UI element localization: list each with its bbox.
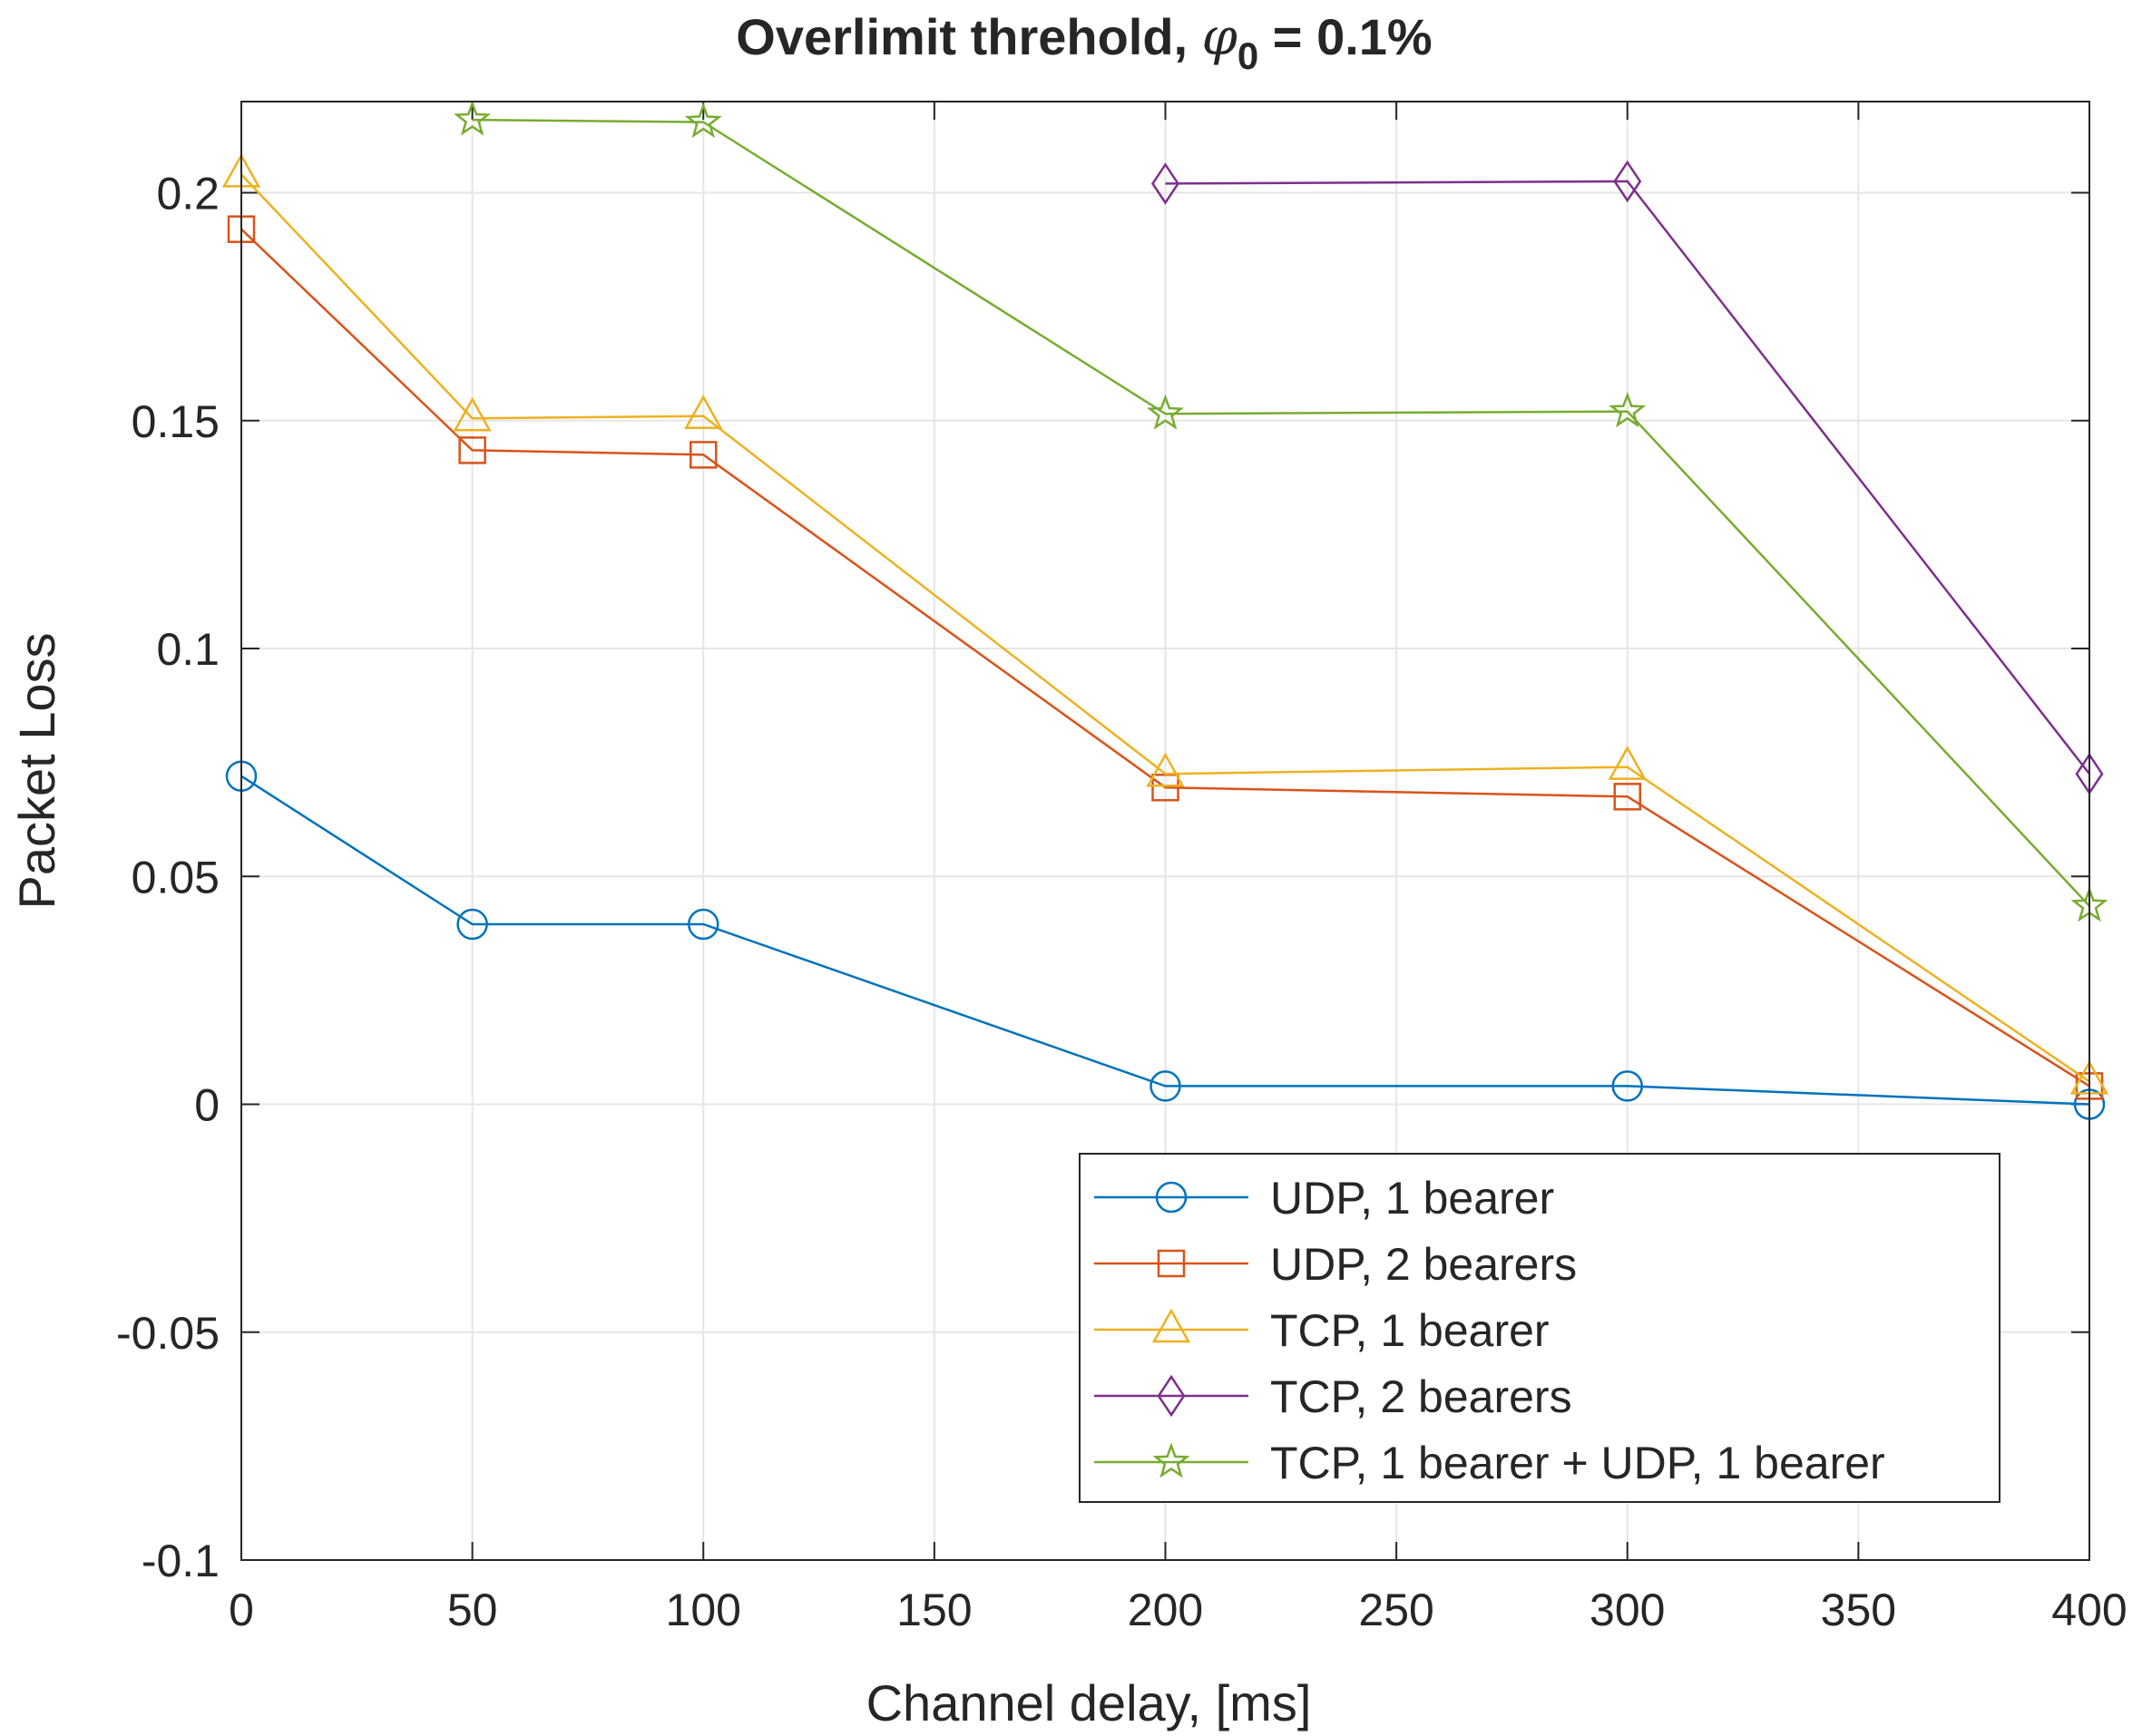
- legend-entry: TCP, 2 bearers: [1094, 1371, 1572, 1422]
- data-point-star: [454, 100, 492, 136]
- legend: UDP, 1 bearer UDP, 2 bearers TCP, 1 bearer…: [1079, 1153, 2000, 1503]
- legend-entry: UDP, 1 bearer: [1094, 1173, 1554, 1224]
- x-tick-label: 250: [1358, 1585, 1433, 1635]
- legend-box: [1079, 1153, 2000, 1503]
- data-point-triangle: [1608, 746, 1647, 780]
- series-line: [1165, 180, 2090, 775]
- data-point-circle: [456, 908, 488, 941]
- x-tick-label: 50: [447, 1585, 498, 1635]
- chart-title: Overlimit threhold, φ0 = 0.1%: [736, 8, 1432, 77]
- y-tick-label: 0.05: [132, 852, 220, 902]
- data-point-diamond: [1150, 162, 1180, 205]
- series-3: [221, 152, 2109, 1095]
- data-point-triangle: [1146, 752, 1185, 787]
- legend-entry: UDP, 2 bearers: [1094, 1239, 1577, 1290]
- series-line: [240, 228, 2090, 1087]
- x-tick-label: 0: [229, 1585, 254, 1635]
- legend-entry: TCP, 1 bearer + UDP, 1 bearer: [1094, 1438, 1885, 1488]
- y-axis-label: Packet Loss: [8, 632, 65, 909]
- legend-entry: TCP, 1 bearer: [1094, 1305, 1550, 1356]
- axes-box: [240, 101, 2090, 1561]
- y-tick-label: 0: [194, 1080, 220, 1131]
- legend-label: TCP, 1 bearer + UDP, 1 bearer: [1270, 1438, 1885, 1488]
- data-point-square: [1613, 783, 1641, 811]
- data-point-circle: [688, 908, 719, 941]
- legend-label: UDP, 1 bearer: [1270, 1173, 1554, 1224]
- y-tick-label: 0.15: [132, 396, 220, 447]
- x-tick-label: 300: [1590, 1585, 1665, 1635]
- x-axis-label: Channel delay, [ms]: [866, 1674, 1312, 1731]
- x-tick-label: 100: [666, 1585, 741, 1635]
- data-point-star: [684, 102, 722, 139]
- series-line: [240, 775, 2090, 1106]
- legend-marker-triangle: [1151, 1308, 1191, 1343]
- legend-label: UDP, 2 bearers: [1270, 1239, 1577, 1290]
- data-point-circle: [1149, 1070, 1181, 1102]
- data-point-square: [690, 441, 718, 469]
- legend-label: TCP, 2 bearers: [1270, 1371, 1572, 1422]
- data-point-square: [458, 436, 486, 464]
- legend-marker-circle: [1155, 1181, 1188, 1214]
- y-tick-label: -0.1: [142, 1536, 220, 1586]
- legend-label: TCP, 1 bearer: [1270, 1305, 1550, 1356]
- series-line: [240, 173, 2090, 1083]
- y-tick-label: 0.2: [156, 169, 220, 219]
- x-tick-label: 350: [1821, 1585, 1896, 1635]
- series-line: [472, 118, 2090, 907]
- legend-marker-star: [1152, 1442, 1190, 1478]
- data-point-circle: [1611, 1070, 1643, 1102]
- data-point-triangle: [453, 396, 492, 432]
- x-tick-label: 400: [2051, 1585, 2127, 1635]
- data-point-triangle: [684, 395, 723, 429]
- x-tick-label: 200: [1128, 1585, 1203, 1635]
- data-point-diamond: [1613, 160, 1642, 203]
- legend-marker-square: [1157, 1249, 1186, 1278]
- y-tick-label: 0.1: [156, 624, 220, 675]
- data-point-star: [1146, 394, 1185, 430]
- data-point-star: [1609, 392, 1647, 428]
- legend-marker-diamond: [1157, 1374, 1186, 1418]
- x-tick-label: 150: [896, 1585, 972, 1635]
- y-tick-label: -0.05: [116, 1308, 220, 1359]
